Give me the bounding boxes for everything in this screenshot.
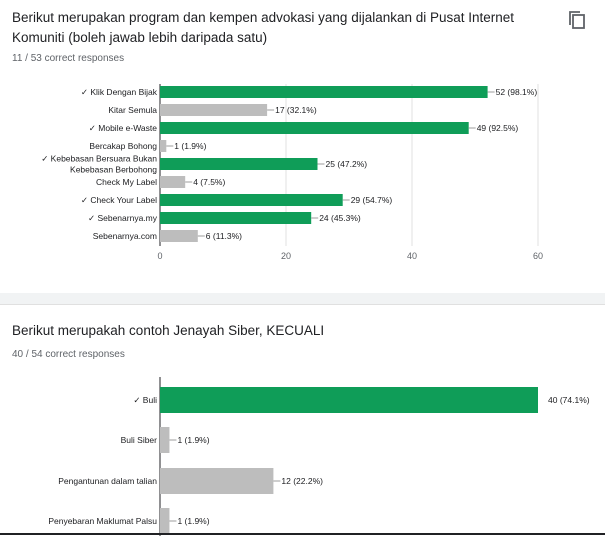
bar[interactable]	[160, 86, 488, 98]
value-label: 40 (74.1%)	[548, 395, 590, 405]
question-card-1: Berikut merupakan program dan kempen adv…	[12, 9, 588, 261]
category-label: Bercakap Bohong	[89, 141, 157, 151]
category-label: ✓ Check Your Label	[81, 195, 157, 205]
category-label: ✓ Kebebasan Bersuara Bukan	[41, 154, 157, 164]
category-label: Sebenarnya.com	[93, 231, 157, 241]
category-label: ✓ Mobile e-Waste	[89, 123, 157, 133]
category-label: Check My Label	[96, 177, 157, 187]
x-tick-label: 20	[281, 251, 291, 261]
correct-responses-count: 40 / 54 correct responses	[12, 349, 125, 360]
bar[interactable]	[160, 212, 312, 224]
correct-responses-count: 11 / 53 correct responses	[12, 53, 125, 64]
value-label: 17 (32.1%)	[275, 105, 317, 115]
question-card-2: Berikut merupakah contoh Jenayah Siber, …	[0, 304, 605, 536]
value-label: 4 (7.5%)	[193, 177, 225, 187]
bar[interactable]	[160, 468, 274, 494]
bar[interactable]	[160, 230, 198, 242]
x-tick-label: 60	[533, 251, 543, 261]
value-label: 49 (92.5%)	[477, 123, 519, 133]
x-tick-label: 0	[157, 251, 162, 261]
value-label: 1 (1.9%)	[174, 141, 206, 151]
value-label: 29 (54.7%)	[351, 195, 393, 205]
value-label: 1 (1.9%)	[177, 435, 209, 445]
bar[interactable]	[160, 194, 343, 206]
bar[interactable]	[160, 140, 167, 152]
category-label: ✓ Buli	[133, 395, 157, 405]
value-label: 52 (98.1%)	[496, 87, 538, 97]
category-label: ✓ Sebenarnya.my	[88, 213, 158, 223]
category-label: Buli Siber	[121, 435, 158, 445]
category-label: Pengantunan dalam talian	[58, 476, 157, 486]
category-label: Kebebasan Berbohong	[70, 165, 157, 175]
bar[interactable]	[160, 104, 268, 116]
bar-chart-2: ✓ Buli 40 (74.1%) Buli Siber 1 (1.9%) Pengan…	[48, 377, 590, 536]
value-label: 12 (22.2%)	[281, 476, 323, 486]
bar[interactable]	[160, 122, 469, 134]
value-label: 1 (1.9%)	[177, 516, 209, 526]
bar-chart-1: 0 20 40 60 ✓ Klik Dengan Bijak 52 (98.1%) Kita…	[41, 84, 543, 261]
question-title: Berikut merupakan program dan kempen adv…	[12, 10, 515, 45]
category-label: Kitar Semula	[108, 105, 157, 115]
value-label: 6 (11.3%)	[206, 231, 242, 241]
value-label: 24 (45.3%)	[319, 213, 361, 223]
card-separator	[0, 293, 605, 304]
copy-icon	[569, 11, 585, 29]
category-label: Penyebaran Maklumat Palsu	[48, 516, 157, 526]
x-tick-label: 40	[407, 251, 417, 261]
bar[interactable]	[160, 508, 170, 534]
bar[interactable]	[160, 387, 538, 413]
value-label: 25 (47.2%)	[326, 159, 368, 169]
copy-chart-button[interactable]	[566, 9, 588, 31]
page-bottom-border	[0, 533, 605, 535]
bar[interactable]	[160, 176, 186, 188]
category-label: ✓ Klik Dengan Bijak	[81, 87, 158, 97]
bar[interactable]	[160, 158, 318, 170]
question-title: Berikut merupakah contoh Jenayah Siber, …	[12, 323, 325, 338]
bar[interactable]	[160, 427, 170, 453]
